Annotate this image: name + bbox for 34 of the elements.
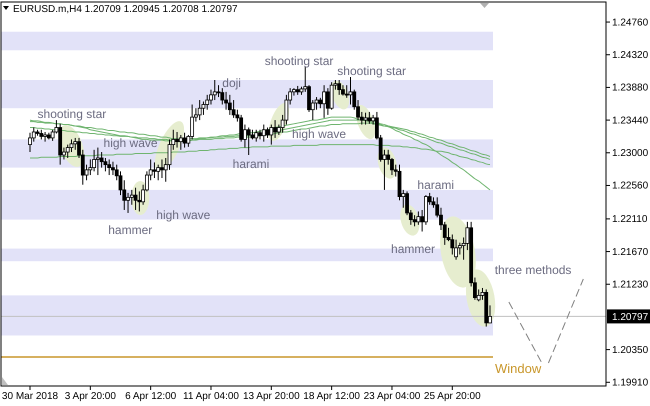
annotation: hammer xyxy=(108,223,152,237)
x-tick-label: 13 Apr 20:00 xyxy=(242,391,300,402)
ref-line-label: 1.20797 xyxy=(612,312,649,323)
annotation: high wave xyxy=(156,208,211,222)
x-tick-label: 23 Apr 04:00 xyxy=(364,391,421,402)
annotation: shooting star xyxy=(38,107,106,121)
x-tick-label: 25 Apr 20:00 xyxy=(424,391,482,402)
y-tick-label: 1.22560 xyxy=(612,180,649,192)
x-tick-label: 18 Apr 12:00 xyxy=(303,391,360,402)
y-tick-label: 1.23440 xyxy=(612,115,649,126)
x-tick-label: 30 Mar 2018 xyxy=(2,391,59,402)
y-tick-label: 1.20350 xyxy=(612,344,649,356)
chart-title: EURUSD.m,H4 1.20709 1.20945 1.20708 1.20797 xyxy=(13,4,238,15)
y-tick-label: 1.23000 xyxy=(612,148,649,159)
annotation: high wave xyxy=(104,136,158,150)
y-tick-label: 1.21670 xyxy=(612,246,649,258)
x-tick-label: 3 Apr 20:00 xyxy=(64,391,116,402)
y-tick-label: 1.19910 xyxy=(612,377,649,388)
annotation: harami xyxy=(232,157,270,171)
annotation: hammer xyxy=(391,242,436,256)
annotation: shooting star xyxy=(337,64,406,78)
y-tick-label: 1.21230 xyxy=(612,279,649,290)
y-tick-label: 1.24760 xyxy=(612,17,649,28)
annotation: harami xyxy=(417,178,454,192)
text: three methods xyxy=(494,263,572,277)
y-tick-label: 1.22110 xyxy=(612,214,648,226)
annotation: high wave xyxy=(292,127,346,141)
annotation: doji xyxy=(222,76,241,90)
y-tick-label: 1.24320 xyxy=(612,50,649,61)
y-tick-label: 1.23880 xyxy=(612,82,649,94)
ref-line-label: Window xyxy=(495,361,542,376)
annotation: shooting star xyxy=(264,54,334,68)
x-tick-label: 6 Apr 12:00 xyxy=(125,391,177,402)
x-tick-label: 11 Apr 04:00 xyxy=(182,391,240,402)
